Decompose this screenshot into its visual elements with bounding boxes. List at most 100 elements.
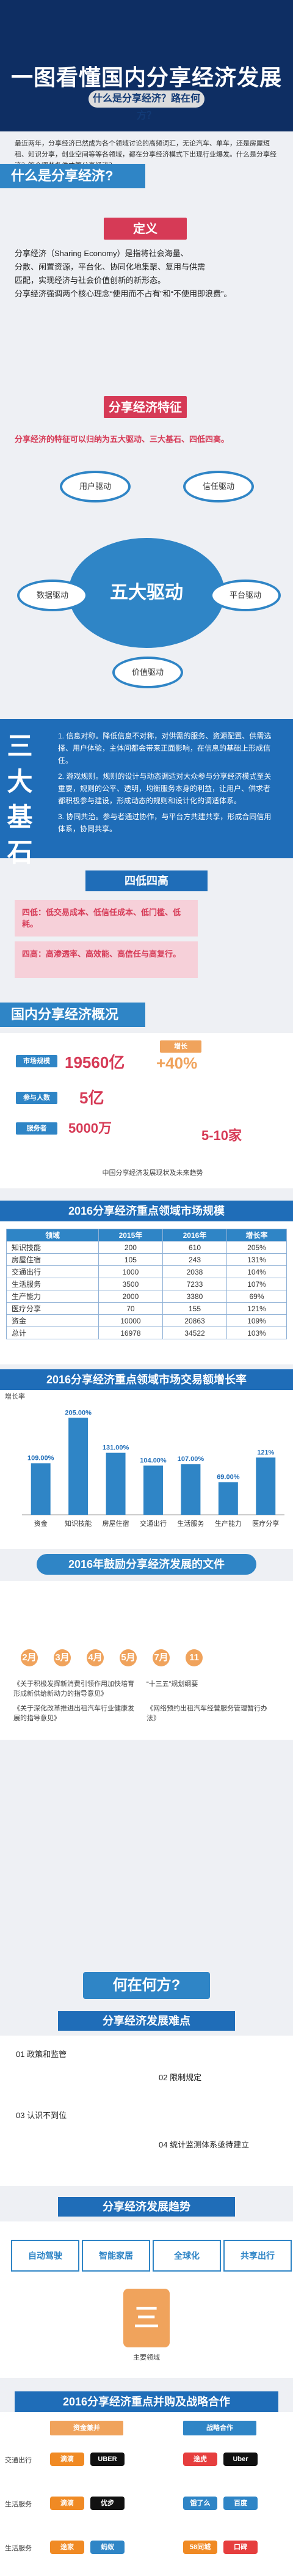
bar-资金 (31, 1463, 51, 1515)
x-tick-label: 资金 (34, 1519, 48, 1528)
month-pill: 3月 (54, 1649, 71, 1666)
x-tick-label: 生产能力 (215, 1519, 242, 1528)
table-header: 2016年 (162, 1229, 228, 1242)
data-label: 205.00% (65, 1409, 92, 1416)
features-label: 分享经济特征 (104, 396, 187, 418)
definition-line: 分散、闲置资源，平台化、协同化地集聚、复用与供需 (15, 262, 206, 271)
fourlow-high: 四高：高渗透率、高效能、高信任与高复行。 (15, 941, 198, 978)
data-label: 107.00% (178, 1455, 204, 1463)
difficulty-ribbon: 分享经济发展难点 (58, 2011, 235, 2031)
table-row: 生活服务 3500 7233 107% (6, 1278, 287, 1290)
month-pill: 4月 (87, 1649, 104, 1666)
definition-label: 定义 (104, 218, 187, 240)
definition-line: 匹配，实现经济与社会价值创新的新形态。 (15, 276, 166, 285)
logo-eleme: 饿了么 (183, 2497, 217, 2510)
hero-subtitle: 什么是分享经济？路在何方？ (89, 90, 204, 121)
market-table: 领域 2015年 2016年 增长率 知识技能 200 610 205% 房屋住宿 10… (6, 1229, 287, 1339)
data-label: 121% (257, 1449, 274, 1456)
difficulty-item: 04 统计监测体系亟待建立 (159, 2140, 250, 2149)
market-table-wrap: 领域 2015年 2016年 增长率 知识技能 200 610 205% 房屋住宿 10… (6, 1229, 287, 1339)
service-flag: 服务者 (16, 1122, 57, 1135)
future-value: 5-10家 (201, 1128, 242, 1143)
driver-platform: 平台驱动 (210, 580, 281, 611)
x-tick-label: 交通出行 (140, 1519, 167, 1528)
investment-row-label: 生活服务 (5, 2501, 32, 2508)
table-row: 生产能力 2000 3380 69% (6, 1290, 287, 1303)
logo-uber-2: Uber (223, 2453, 258, 2466)
driver-data: 数据驱动 (17, 580, 88, 611)
bar-交通出行 (143, 1465, 163, 1515)
pillar-item: 1. 信息对称。降低信息不对称，对供需的服务、资源配置、供需选择、用户体验，主体… (58, 732, 272, 765)
trend-card: 全球化 (153, 2240, 221, 2272)
driver-trust: 信任驱动 (183, 471, 254, 502)
logo-tuhu: 途虎 (183, 2453, 217, 2466)
x-tick-label: 医疗分享 (252, 1519, 279, 1528)
trend-center-circle: 三 (123, 2289, 170, 2347)
x-tick-label: 房屋住宿 (103, 1519, 129, 1528)
fourlow-ribbon: 四低四高 (85, 870, 208, 891)
question-banner: 何在何方? (83, 1972, 210, 1999)
data-label: 109.00% (27, 1455, 54, 1462)
growth-chart: 增长率 109.00% 资金 205.00% 知识技能 131.00% 房屋住宿 104.00… (5, 1392, 284, 1528)
difficulty-panel: 01 政策和监管 02 限制规定 03 认识不到位 04 统计监测体系亟待建立 (0, 2036, 293, 2186)
logo-didi-2: 滴滴 (50, 2497, 84, 2510)
chart-ribbon: 2016分享经济重点领域市场交易额增长率 (0, 1369, 293, 1390)
investment-left-title: 资金兼并 (50, 2421, 123, 2435)
policy-doc: 《关于积极发挥新消费引领作用加快培育形成新供给新动力的指导意见》 (13, 1680, 134, 1698)
pillar-item: 3. 协同共治。参与者通过协作，与平台方共建共享，形成合同信用体系，协同共享。 (58, 812, 272, 833)
table-header: 领域 (6, 1229, 99, 1242)
three-pillars: 三大基石 1. 信息对称。降低信息不对称，对供需的服务、资源配置、供需选择、用户… (0, 719, 293, 867)
investment-ribbon: 2016分享经济重点并购及战略合作 (15, 2391, 278, 2412)
table-panel: 领域 2015年 2016年 增长率 知识技能 200 610 205% 房屋住宿 10… (0, 1221, 293, 1364)
logo-ant: 蚂蚁 (90, 2541, 125, 2554)
pillar-item: 2. 游戏规则。规则的设计与动态调适对大众参与分享经济模式至关重要，规则的公平、… (58, 772, 272, 805)
table-row: 总计 16978 34522 103% (6, 1327, 287, 1339)
pillars-list: 1. 信息对称。降低信息不对称，对供需的服务、资源配置、供需选择、用户体验，主体… (58, 730, 272, 835)
bar-房屋住宿 (106, 1452, 126, 1515)
table-header: 2015年 (98, 1229, 163, 1242)
logo-tujia: 途家 (50, 2541, 84, 2554)
bar-知识技能 (68, 1418, 89, 1515)
investment-right-title: 战略合作 (183, 2421, 256, 2435)
growth-value: +40% (156, 1054, 198, 1072)
hero-title: 一图看懂国内分享经济发展 (10, 65, 282, 90)
drivers-center: 五大驱动 (68, 538, 225, 648)
difficulty-item: 02 限制规定 (159, 2073, 202, 2082)
bar-生活服务 (181, 1464, 201, 1515)
table-row: 知识技能 200 610 205% (6, 1241, 287, 1254)
investment-panel: 资金兼并 战略合作 交通出行 滴滴 UBER 途虎 Uber 生活服务 滴滴 优… (0, 2412, 293, 2576)
table-header: 增长率 (226, 1229, 287, 1242)
fourlow-low: 四低：低交易成本、低信任成本、低门槛、低耗。 (15, 900, 198, 937)
overview-caption: 中国分享经济发展现状及未来趋势 (102, 1169, 203, 1177)
hero-banner: 一图看懂国内分享经济发展 什么是分享经济？路在何方？ (0, 0, 293, 131)
policy-ribbon: 2016年鼓励分享经济发展的文件 (37, 1554, 256, 1575)
policy-panel: 2月 3月 4月 5月 7月 11月 《关于积极发挥新消费引领作用加快培育形成新… (0, 1581, 293, 1740)
market-value: 19560亿 (65, 1053, 125, 1072)
trend-ribbon: 分享经济发展趋势 (58, 2197, 235, 2217)
definition-line: 分享经济（Sharing Economy）是指将社会海量、 (15, 249, 189, 258)
investment-row: 生活服务 途家 蚂蚁 58同城 口碑 (0, 2532, 293, 2566)
table-row: 房屋住宿 105 243 131% (6, 1253, 287, 1266)
features-text: 分享经济的特征可以归纳为五大驱动、三大基石、四低四高。 (15, 435, 230, 444)
data-label: 104.00% (140, 1457, 167, 1465)
policy-doc: 《网络预约出租汽车经营服务管理暂行办法》 (146, 1705, 267, 1722)
trend-card: 共享出行 (223, 2240, 292, 2272)
logo-koubei: 口碑 (223, 2541, 258, 2554)
month-pill: 2月 (21, 1649, 38, 1666)
pillars-label: 三大基石 (7, 732, 33, 867)
table-row: 交通出行 1000 2038 104% (6, 1265, 287, 1278)
table-row: 资金 10000 20863 109% (6, 1314, 287, 1327)
chart-panel: 增长率 109.00% 资金 205.00% 知识技能 131.00% 房屋住宿 104.00… (0, 1390, 293, 1549)
logo-58: 58同城 (183, 2541, 217, 2554)
definition-text: 分享经济（Sharing Economy）是指将社会海量、 分散、闲置资源，平台… (15, 247, 278, 301)
bar-生产能力 (218, 1482, 238, 1515)
difficulty-item: 03 认识不到位 (16, 2111, 67, 2120)
month-pill: 11月 (186, 1649, 203, 1680)
logo-youbu: 优步 (90, 2497, 125, 2510)
y-axis-label: 增长率 (5, 1392, 25, 1400)
growth-flag: 增长 (160, 1040, 201, 1053)
policy-doc: “十三五”规划纲要 (146, 1680, 198, 1688)
driver-user: 用户驱动 (60, 471, 131, 502)
data-label: 69.00% (217, 1474, 240, 1481)
policy-doc: 《关于深化改革推进出租汽车行业健康发展的指导意见》 (13, 1705, 134, 1722)
